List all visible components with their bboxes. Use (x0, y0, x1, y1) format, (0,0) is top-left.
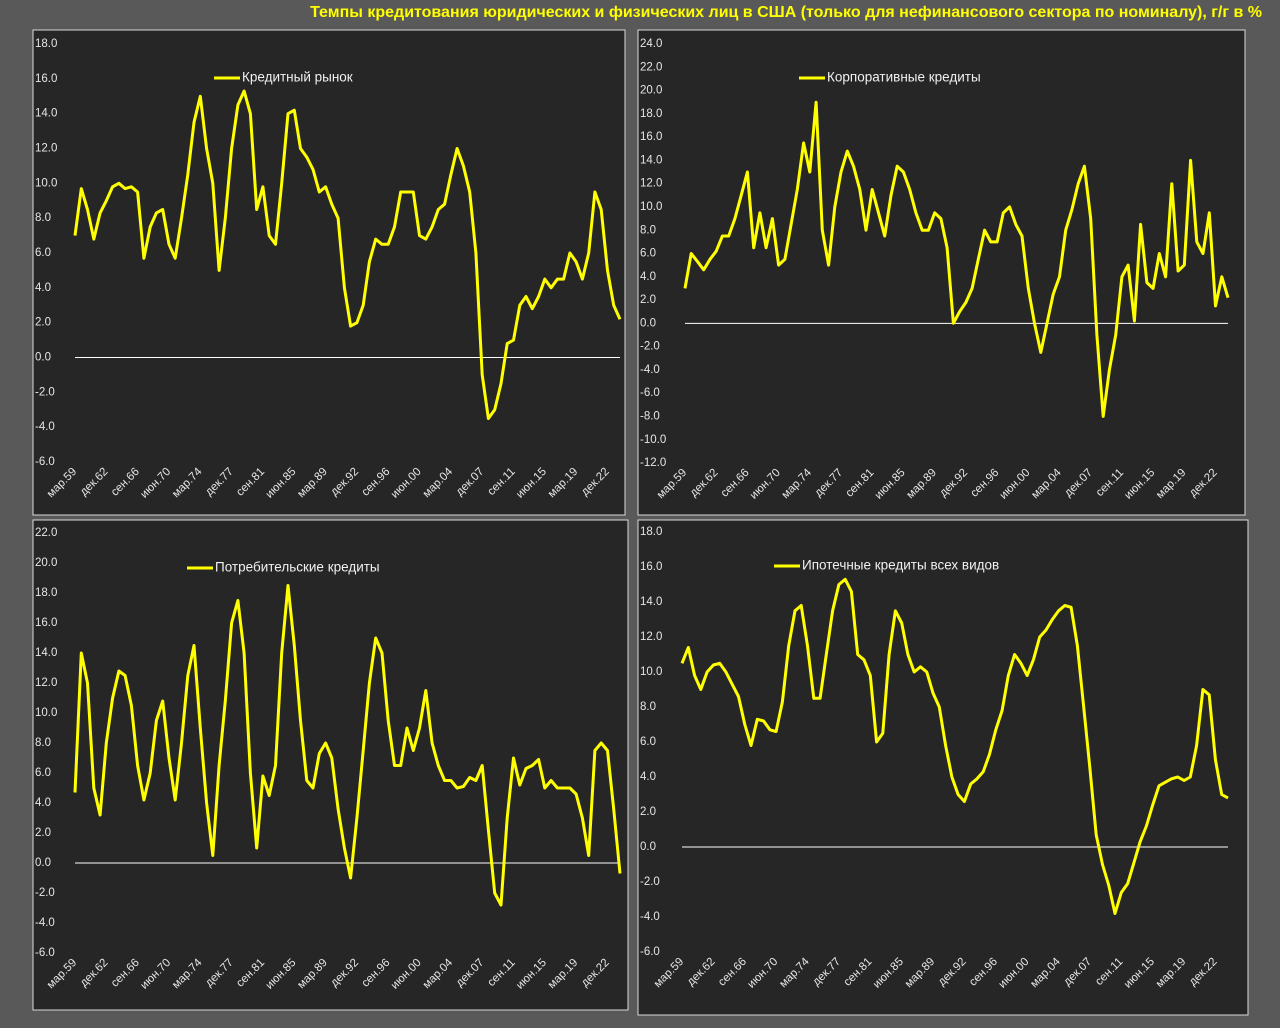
y-tick-label: 6.0 (35, 247, 51, 259)
y-tick-label: 2.0 (640, 806, 656, 818)
y-tick-label: 20.0 (640, 85, 662, 97)
y-tick-label: 12.0 (640, 178, 662, 190)
y-tick-label: -2.0 (35, 386, 55, 398)
legend-label: Потребительские кредиты (215, 560, 380, 575)
y-tick-label: 0.0 (35, 857, 51, 869)
y-tick-label: 16.0 (35, 73, 57, 85)
y-tick-label: -6.0 (640, 946, 660, 958)
y-tick-label: -4.0 (35, 421, 55, 433)
y-tick-label: -4.0 (35, 917, 55, 929)
y-tick-label: 6.0 (35, 767, 51, 779)
y-tick-label: 6.0 (640, 736, 656, 748)
y-tick-label: 4.0 (640, 271, 656, 283)
y-tick-label: 14.0 (35, 647, 57, 659)
y-tick-label: 2.0 (35, 317, 51, 329)
y-tick-label: 6.0 (640, 248, 656, 260)
y-tick-label: -10.0 (640, 434, 666, 446)
y-tick-label: 18.0 (35, 38, 57, 50)
data-line (73, 89, 622, 420)
panel (32, 519, 629, 1011)
y-tick-label: 10.0 (640, 201, 662, 213)
y-tick-label: 10.0 (640, 666, 662, 678)
y-tick-label: 2.0 (640, 294, 656, 306)
y-tick-label: 12.0 (35, 143, 57, 155)
y-tick-label: -6.0 (640, 387, 660, 399)
panel (32, 29, 626, 516)
y-tick-label: 0.0 (640, 317, 656, 329)
y-tick-label: 8.0 (35, 737, 51, 749)
y-tick-label: -2.0 (640, 876, 660, 888)
data-line (73, 584, 622, 907)
y-tick-label: 14.0 (640, 154, 662, 166)
y-tick-label: 4.0 (35, 797, 51, 809)
y-tick-label: 12.0 (640, 631, 662, 643)
y-tick-label: 14.0 (35, 108, 57, 120)
y-tick-label: 22.0 (640, 61, 662, 73)
y-tick-label: 22.0 (35, 527, 57, 539)
y-tick-label: 16.0 (640, 561, 662, 573)
y-tick-label: -6.0 (35, 456, 55, 468)
y-tick-label: -4.0 (640, 364, 660, 376)
y-tick-label: 4.0 (640, 771, 656, 783)
y-tick-label: -8.0 (640, 410, 660, 422)
y-tick-label: -2.0 (640, 341, 660, 353)
y-tick-label: 8.0 (35, 212, 51, 224)
y-tick-label: 14.0 (640, 596, 662, 608)
y-tick-label: 12.0 (35, 677, 57, 689)
y-tick-label: 18.0 (640, 108, 662, 120)
legend-label: Ипотечные кредиты всех видов (802, 558, 999, 573)
y-tick-label: 8.0 (640, 701, 656, 713)
y-tick-label: -2.0 (35, 887, 55, 899)
y-tick-label: 18.0 (35, 587, 57, 599)
y-tick-label: 24.0 (640, 38, 662, 50)
y-tick-label: 8.0 (640, 224, 656, 236)
y-tick-label: 0.0 (640, 841, 656, 853)
y-tick-label: 18.0 (640, 526, 662, 538)
y-tick-label: 16.0 (640, 131, 662, 143)
y-tick-label: 20.0 (35, 557, 57, 569)
panel (637, 519, 1249, 1016)
y-tick-label: 10.0 (35, 707, 57, 719)
data-line (683, 100, 1230, 418)
y-tick-label: 4.0 (35, 282, 51, 294)
y-tick-label: -6.0 (35, 947, 55, 959)
y-tick-label: -4.0 (640, 911, 660, 923)
y-tick-label: 2.0 (35, 827, 51, 839)
y-tick-label: -12.0 (640, 457, 666, 469)
y-tick-label: 0.0 (35, 352, 51, 364)
y-tick-label: 16.0 (35, 617, 57, 629)
y-tick-label: 10.0 (35, 177, 57, 189)
legend-label: Корпоративные кредиты (827, 70, 981, 85)
page-title: Темпы кредитования юридических и физичес… (310, 4, 1262, 21)
data-line (680, 577, 1229, 915)
panel (637, 29, 1246, 516)
legend-label: Кредитный рынок (242, 70, 353, 85)
